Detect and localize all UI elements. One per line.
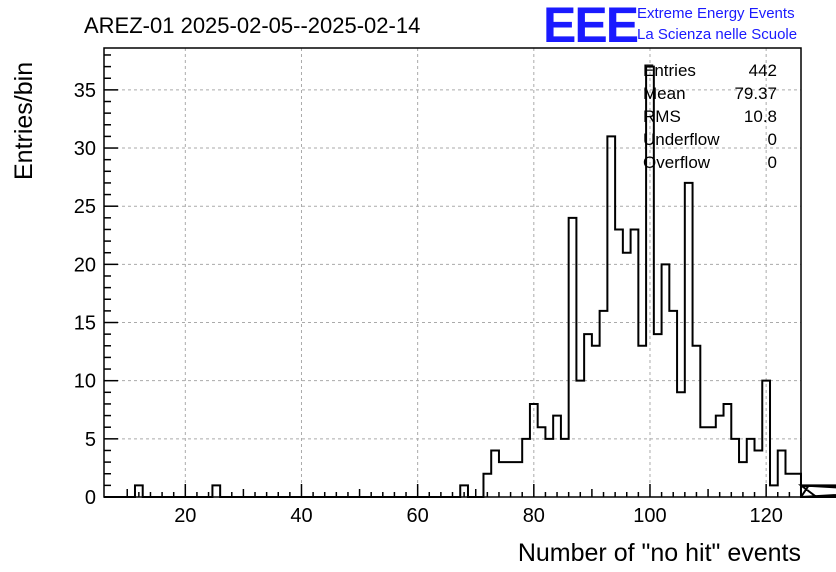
eee-logo: EEE Extreme Energy Events La Scienza nel… bbox=[543, 0, 797, 53]
stat-mean-label: Mean bbox=[643, 84, 686, 103]
stat-underflow-label: Underflow bbox=[643, 130, 720, 149]
y-tick-label-0: 0 bbox=[85, 487, 96, 509]
stat-mean-value: 79.37 bbox=[734, 84, 777, 103]
x-tick-label-80: 80 bbox=[523, 505, 545, 527]
stat-underflow-value: 0 bbox=[768, 130, 777, 149]
chart-title: AREZ-01 2025-02-05--2025-02-14 bbox=[84, 13, 420, 38]
y-tick-label-30: 30 bbox=[74, 138, 96, 160]
eee-logo-line1: Extreme Energy Events bbox=[637, 5, 795, 22]
y-axis-label: Entries/bin bbox=[10, 62, 38, 180]
eee-logo-mark: EEE bbox=[543, 0, 638, 53]
y-axis-ticks: 0 5 10 15 20 25 30 35 bbox=[74, 54, 118, 509]
y-tick-label-15: 15 bbox=[74, 313, 96, 335]
stat-overflow-label: Overflow bbox=[643, 153, 711, 172]
x-tick-label-20: 20 bbox=[174, 505, 196, 527]
x-axis-label: Number of "no hit" events bbox=[518, 539, 801, 567]
stat-rms-value: 10.8 bbox=[744, 107, 777, 126]
stat-entries-value: 442 bbox=[749, 61, 777, 80]
x-tick-label-100: 100 bbox=[633, 505, 666, 527]
stats-box: Entries 442 Mean 79.37 RMS 10.8 Underflo… bbox=[643, 61, 777, 172]
y-tick-label-10: 10 bbox=[74, 371, 96, 393]
x-axis-ticks: 20 40 60 80 100 120 bbox=[126, 484, 791, 527]
stat-rms-label: RMS bbox=[643, 107, 681, 126]
stat-entries-label: Entries bbox=[643, 61, 696, 80]
eee-logo-line2: La Scienza nelle Scuole bbox=[637, 26, 797, 43]
y-tick-label-5: 5 bbox=[85, 429, 96, 451]
x-tick-label-60: 60 bbox=[407, 505, 429, 527]
grid-lines bbox=[104, 48, 801, 497]
stat-overflow-value: 0 bbox=[768, 153, 777, 172]
y-tick-label-35: 35 bbox=[74, 80, 96, 102]
y-tick-label-25: 25 bbox=[74, 196, 96, 218]
y-tick-label-20: 20 bbox=[74, 254, 96, 276]
plot-frame bbox=[103, 47, 802, 498]
x-tick-label-40: 40 bbox=[290, 505, 312, 527]
x-tick-label-120: 120 bbox=[749, 505, 782, 527]
histogram-bars bbox=[104, 65, 836, 498]
